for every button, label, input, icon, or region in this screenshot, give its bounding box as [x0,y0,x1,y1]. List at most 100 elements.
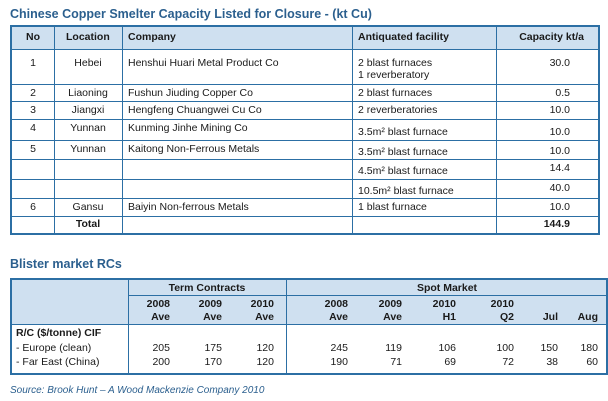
row-location: Yunnan [70,143,106,155]
row-no: 4 [30,122,36,134]
row-company: Fushun Jiuding Copper Co [128,87,253,99]
divider [496,27,497,233]
col-header-company: Company [128,31,176,43]
row-facility: 1 reverberatory [358,69,430,81]
rc-value: 205 [152,342,170,354]
row-capacity: 30.0 [549,57,570,69]
row-location: Jiangxi [71,104,105,116]
period-label: Ave [383,311,402,323]
row-no: 1 [30,57,36,69]
rc-value: 120 [256,356,274,368]
row-location: Yunnan [70,122,106,134]
divider [12,179,598,180]
capacity-table-title: Chinese Copper Smelter Capacity Listed f… [10,7,372,21]
rc-value: 119 [385,342,402,354]
rc-value: 69 [444,356,456,368]
blister-table-header-band [12,280,606,324]
row-facility: 10.5m² blast furnace [358,185,454,197]
col-header-no: No [26,31,40,43]
row-location: Hebei [74,57,102,69]
period-label: Ave [203,311,222,323]
divider [12,198,598,199]
row-capacity: 14.4 [549,162,570,174]
divider [128,295,606,296]
source-note: Source: Brook Hunt – A Wood Mackenzie Co… [10,385,265,396]
row-facility: 1 blast furnace [358,201,427,213]
divider [12,49,598,50]
row-no: 2 [30,87,36,99]
year-label: 2008 [324,298,348,310]
spot-market-header: Spot Market [416,282,478,294]
total-label: Total [75,218,101,230]
divider [12,324,606,325]
divider [12,216,598,217]
row-company: Kunming Jinhe Mining Co [128,122,248,134]
row-no: 5 [30,143,36,155]
row-no: 3 [30,104,36,116]
rc-value: 190 [330,356,348,368]
divider [128,280,129,373]
divider [12,84,598,85]
period-label: Q2 [499,311,514,323]
row-capacity: 10.0 [549,126,570,138]
row-facility: 3.5m² blast furnace [358,146,448,158]
rc-value: 180 [580,342,598,354]
row-location: Liaoning [68,87,108,99]
rc-value: 60 [586,356,598,368]
row-location: Gansu [72,201,104,213]
row-no: 6 [30,201,36,213]
period-label: Ave [255,311,274,323]
term-contracts-header: Term Contracts [168,282,246,294]
period-label: Ave [329,311,348,323]
divider [54,27,55,233]
row-label: - Europe (clean) [16,342,92,354]
divider [12,140,598,141]
row-company: Henshui Huari Metal Product Co [128,57,279,69]
divider [12,159,598,160]
blister-table-title: Blister market RCs [10,257,122,271]
rc-value: 150 [540,342,558,354]
period-label: Aug [577,311,598,323]
rc-value: 245 [330,342,348,354]
divider [12,119,598,120]
blister-rc-table: Term Contracts Spot Market 2008 2009 201… [10,278,608,375]
row-company: Baiyin Non-ferrous Metals [128,201,249,213]
rc-value: 71 [390,356,402,368]
period-label: Ave [151,311,170,323]
year-label: 2010 [432,298,456,310]
row-facility: 2 reverberatories [358,104,438,116]
capacity-table-header-band [12,27,598,49]
row-facility: 4.5m² blast furnace [358,165,448,177]
year-label: 2008 [146,298,170,310]
year-label: 2010 [250,298,274,310]
rc-value: 72 [502,356,514,368]
row-facility: 2 blast furnaces [358,87,433,99]
rc-value: 106 [438,342,456,354]
year-label: 2009 [198,298,222,310]
year-label: 2010 [490,298,514,310]
rc-value: 200 [152,356,170,368]
rc-unit-label: R/C ($/tonne) CIF [16,327,102,339]
divider [352,27,353,233]
rc-value: 120 [256,342,274,354]
rc-value: 175 [204,342,222,354]
divider [122,27,123,233]
rc-value: 170 [204,356,222,368]
col-header-capacity: Capacity kt/a [519,31,584,43]
row-capacity: 10.0 [549,104,570,116]
col-header-location: Location [66,31,110,43]
period-label: H1 [442,311,456,323]
row-facility: 3.5m² blast furnace [358,126,448,138]
rc-value: 100 [496,342,514,354]
row-capacity: 0.5 [555,87,570,99]
divider [286,280,287,373]
row-capacity: 10.0 [549,201,570,213]
divider [12,101,598,102]
row-capacity: 10.0 [549,145,570,157]
rc-value: 38 [546,356,558,368]
row-company: Kaitong Non-Ferrous Metals [128,143,260,155]
year-label: 2009 [378,298,402,310]
row-facility: 2 blast furnaces [358,57,433,69]
total-capacity: 144.9 [543,218,570,230]
row-company: Hengfeng Chuangwei Cu Co [128,104,262,116]
